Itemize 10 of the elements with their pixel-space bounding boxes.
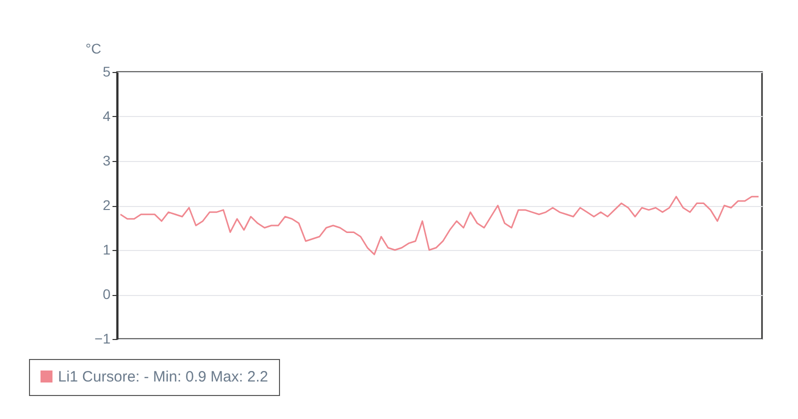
y-tick-label: 1 [102, 242, 111, 258]
line-series [120, 196, 760, 256]
y-tick-label: −1 [94, 330, 111, 346]
legend-label: Li1 Cursore: - Min: 0.9 Max: 2.2 [58, 368, 268, 386]
y-tick-label: 2 [102, 197, 111, 213]
y-tick-label: 0 [102, 286, 111, 302]
y-axis-title: °C [86, 40, 102, 56]
y-tick-label: 4 [102, 108, 111, 124]
y-tick-label: 5 [102, 64, 111, 80]
y-tick-label: 3 [102, 152, 111, 168]
